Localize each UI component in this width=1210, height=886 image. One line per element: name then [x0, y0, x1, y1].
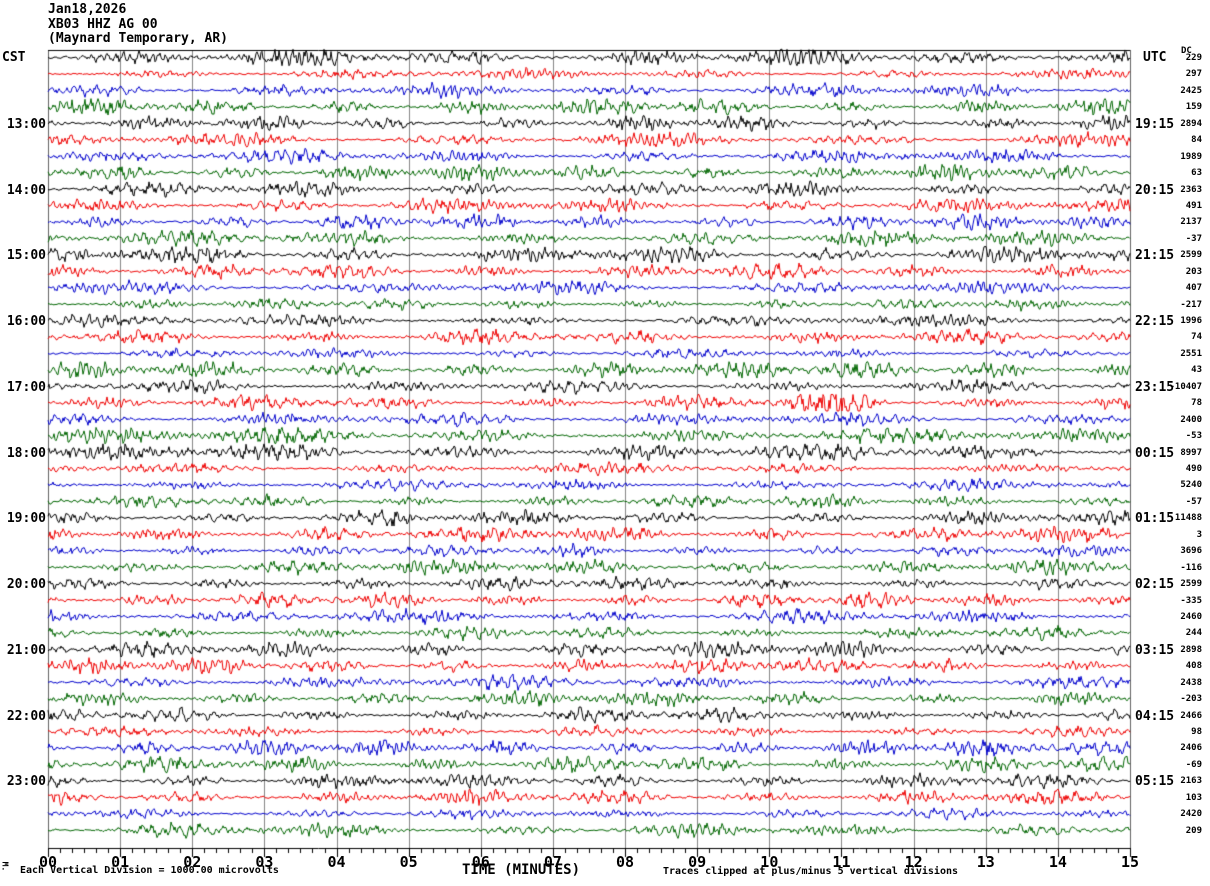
- dc-offset-value: 11488: [1174, 513, 1202, 524]
- cst-hour-label: 20:00: [6, 577, 46, 593]
- cst-hour-label: 19:00: [6, 511, 46, 527]
- minute-tick-label: 00: [38, 853, 58, 871]
- dc-offset-value: 244: [1185, 628, 1202, 639]
- dc-offset-value: 2551: [1180, 348, 1202, 359]
- dc-offset-value: -53: [1185, 431, 1202, 442]
- minute-tick-label: 02: [183, 853, 202, 871]
- dc-offset-value: 78: [1191, 398, 1202, 409]
- title-block: Jan18,2026 XB03 HHZ AG 00 (Maynard Tempo…: [48, 2, 229, 47]
- minute-tick-label: 04: [327, 853, 346, 871]
- title-station-name: (Maynard Temporary, AR): [48, 31, 229, 46]
- dc-offset-value: 2460: [1180, 611, 1202, 622]
- dc-offset-value: 2438: [1180, 677, 1202, 688]
- dc-offset-value: 63: [1191, 168, 1202, 179]
- dc-offset-value: 84: [1191, 135, 1202, 146]
- dc-offset-value: 2425: [1180, 85, 1202, 96]
- corner-mark: M.: [0, 861, 10, 872]
- dc-offset-value: -203: [1180, 694, 1202, 705]
- dc-offset-value: 98: [1191, 727, 1202, 738]
- utc-hour-label: 22:15: [1135, 314, 1175, 330]
- minute-tick-label: 08: [616, 853, 635, 871]
- minute-tick-label: 01: [111, 853, 130, 871]
- minute-tick-label: 10: [760, 853, 779, 871]
- utc-hour-label: 02:15: [1135, 577, 1175, 593]
- dc-offset-value: 5240: [1180, 480, 1202, 491]
- x-axis-title: TIME (MINUTES): [462, 862, 581, 878]
- dc-offset-value: 159: [1185, 102, 1202, 113]
- dc-offset-value: 297: [1185, 69, 1202, 80]
- cst-hour-label: 13:00: [6, 116, 46, 132]
- utc-hour-label: 05:15: [1135, 774, 1175, 790]
- dc-offset-value: 491: [1185, 200, 1202, 211]
- cst-hour-label: 21:00: [6, 642, 46, 658]
- footer-clip-note: Traces clipped at plus/minus 5 vertical …: [663, 866, 959, 877]
- dc-offset-value: 407: [1185, 283, 1202, 294]
- dc-offset-column-header: DC: [1181, 46, 1192, 56]
- dc-offset-value: 2898: [1180, 644, 1202, 655]
- dc-offset-value: 2400: [1180, 414, 1202, 425]
- utc-hour-label: 03:15: [1135, 642, 1175, 658]
- cst-hour-label: 18:00: [6, 445, 46, 461]
- minute-tick-label: 13: [976, 853, 995, 871]
- dc-offset-value: 2420: [1180, 809, 1202, 820]
- dc-offset-value: -57: [1185, 496, 1202, 507]
- utc-hour-label: 20:15: [1135, 182, 1175, 198]
- cst-hour-label: 17:00: [6, 379, 46, 395]
- left-axis-header-cst: CST: [2, 50, 26, 65]
- utc-hour-label: 19:15: [1135, 116, 1175, 132]
- title-date: Jan18,2026: [48, 2, 127, 17]
- cst-hour-label: 15:00: [6, 248, 46, 264]
- dc-offset-value: 3: [1196, 529, 1202, 540]
- minute-tick-label: 14: [1048, 853, 1067, 871]
- dc-offset-value: -69: [1185, 759, 1202, 770]
- utc-hour-label: 04:15: [1135, 708, 1175, 724]
- dc-offset-value: 408: [1185, 661, 1202, 672]
- cst-hour-label: 14:00: [6, 182, 46, 198]
- dc-offset-value: 209: [1185, 825, 1202, 836]
- dc-offset-value: -116: [1180, 562, 1202, 573]
- minute-tick-label: 15: [1120, 853, 1140, 871]
- utc-hour-label: 23:15: [1135, 379, 1175, 395]
- minute-tick-label: 12: [904, 853, 923, 871]
- minute-tick-label: 09: [688, 853, 707, 871]
- dc-offset-value: 103: [1185, 792, 1202, 803]
- dc-offset-value: 1996: [1180, 316, 1202, 327]
- dc-offset-value: 3696: [1180, 546, 1202, 557]
- dc-offset-value: 2406: [1180, 743, 1202, 754]
- dc-offset-value: 2599: [1180, 579, 1202, 590]
- cst-hour-label: 16:00: [6, 314, 46, 330]
- minute-tick-label: 03: [255, 853, 274, 871]
- dc-offset-value: 43: [1191, 365, 1202, 376]
- dc-offset-value: 2466: [1180, 710, 1202, 721]
- dc-offset-value: -335: [1180, 595, 1202, 606]
- right-axis-header-utc: UTC: [1143, 50, 1167, 65]
- dc-offset-value: 74: [1191, 332, 1202, 343]
- dc-offset-value: 2163: [1180, 776, 1202, 787]
- dc-offset-value: 1989: [1180, 151, 1202, 162]
- dc-offset-value: 2894: [1180, 118, 1202, 129]
- minute-tick-label: 07: [543, 853, 562, 871]
- dc-offset-value: 2599: [1180, 250, 1202, 261]
- minute-tick-label: 05: [399, 853, 418, 871]
- utc-hour-label: 01:15: [1135, 511, 1175, 527]
- dc-offset-value: -37: [1185, 233, 1202, 244]
- dc-offset-value: 229: [1185, 53, 1202, 63]
- dc-offset-value: -217: [1180, 299, 1202, 310]
- cst-hour-label: 23:00: [6, 774, 46, 790]
- cst-hour-label: 22:00: [6, 708, 46, 724]
- minute-tick-label: 11: [832, 853, 851, 871]
- dc-offset-value: 2363: [1180, 184, 1202, 195]
- dc-offset-value: 203: [1185, 266, 1202, 277]
- dc-offset-value: -10407: [1169, 381, 1202, 392]
- utc-hour-label: 21:15: [1135, 248, 1175, 264]
- dc-offset-value: 8997: [1180, 447, 1202, 458]
- dc-offset-value: 490: [1185, 464, 1202, 474]
- minute-tick-label: 06: [471, 853, 490, 871]
- footer-scale-note: Each Vertical Division = 1000.00 microvo…: [20, 865, 279, 876]
- dc-offset-value: 2137: [1180, 217, 1202, 228]
- title-station-code: XB03 HHZ AG 00: [48, 16, 158, 32]
- utc-hour-label: 00:15: [1135, 445, 1175, 461]
